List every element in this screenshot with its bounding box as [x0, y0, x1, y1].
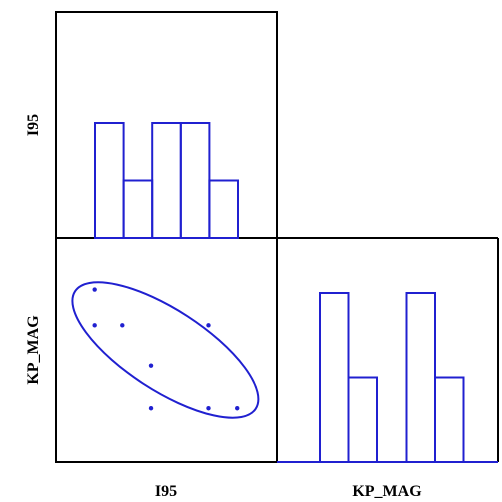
scatter-point-3	[120, 323, 125, 328]
scatter-point-1	[92, 287, 97, 292]
scatter-point-5	[148, 406, 154, 411]
scatter-point-8	[235, 406, 240, 411]
scatter-point-2	[92, 323, 97, 328]
scatter-point-7	[206, 406, 211, 411]
scatter-point-6	[206, 323, 211, 328]
confidence-ellipse	[71, 281, 260, 419]
x-axis-label-kp-mag: KP_MAG	[352, 483, 422, 500]
x-axis-label-i95: I95	[155, 483, 177, 500]
histogram-kp-mag	[277, 292, 498, 463]
scatter-i95-vs-kp-mag	[71, 281, 260, 419]
y-axis-label-kp-mag: KP_MAG	[25, 315, 42, 385]
scatter-point-4	[148, 363, 154, 368]
histogram-i95	[94, 122, 239, 239]
histogram-i95-bar-5	[208, 179, 239, 239]
y-axis-label-i95: I95	[25, 114, 42, 136]
